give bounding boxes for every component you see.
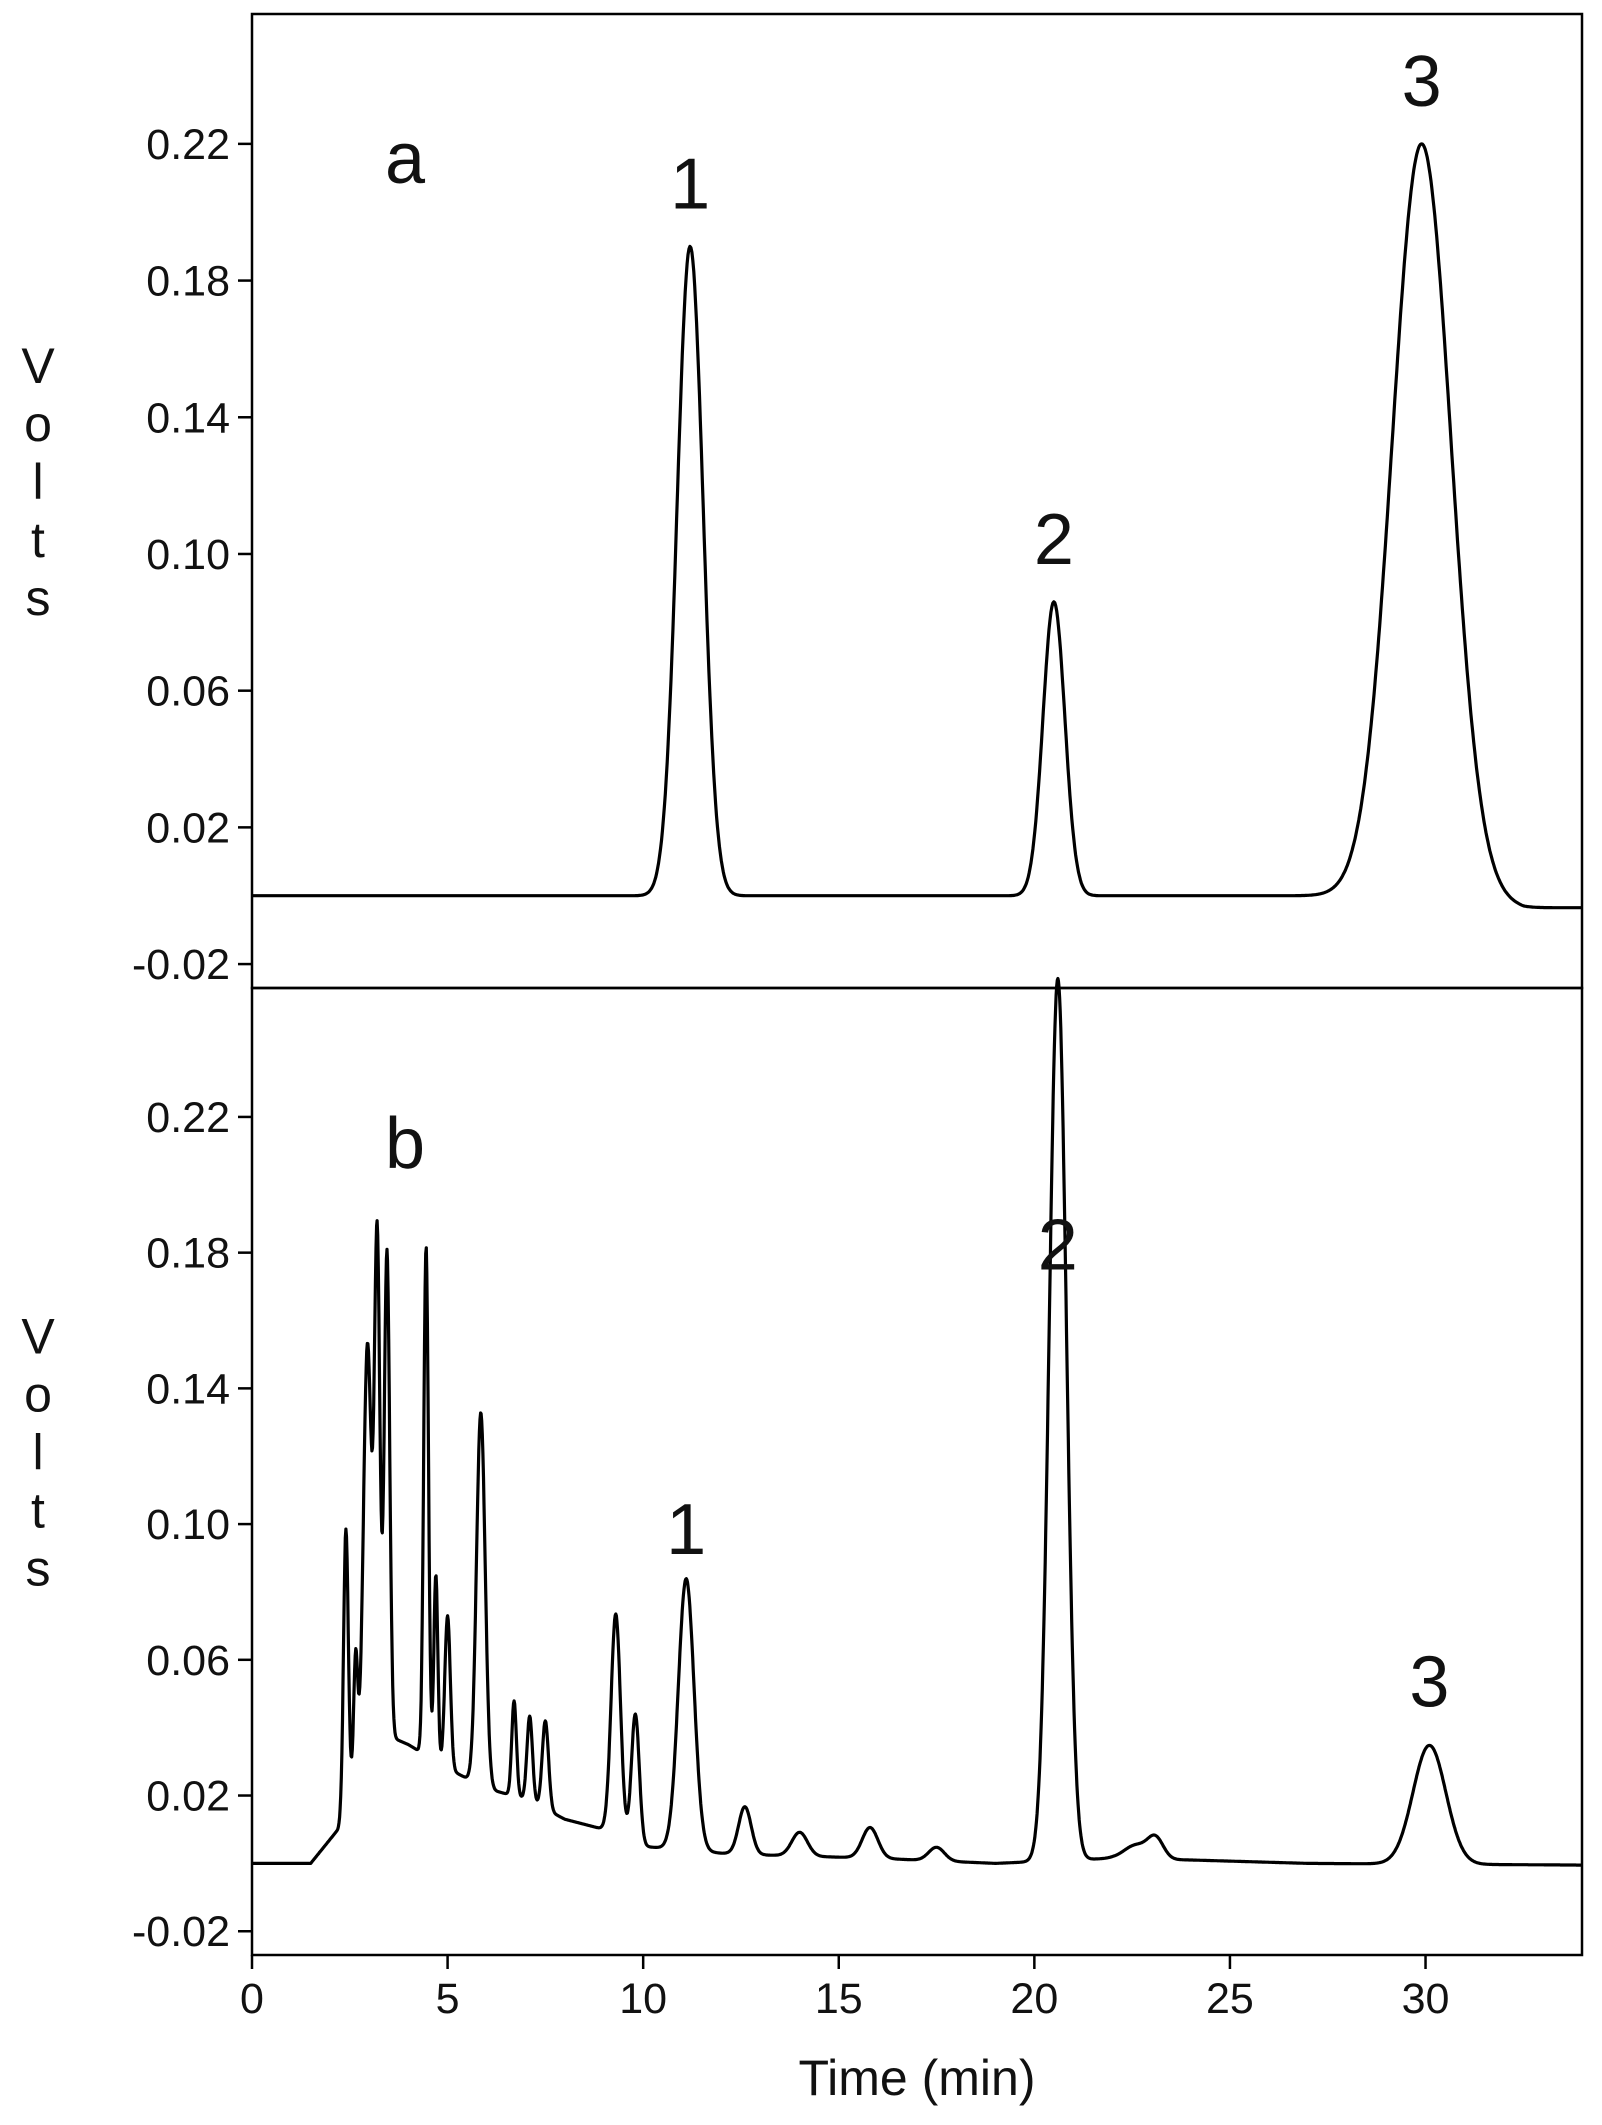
peak-label-3: 3 [1409, 1643, 1449, 1723]
y-tick-label: 0.18 [146, 1230, 230, 1278]
panel-a-trace [251, 142, 1583, 910]
y-axis-title-letter: t [31, 1483, 45, 1539]
y-tick-label: 0.14 [146, 394, 230, 442]
x-tick-label: 25 [1206, 1975, 1254, 2023]
peak-label-3: 3 [1402, 42, 1442, 122]
peak-label-2: 2 [1034, 500, 1074, 580]
panel-b: 0.22 0.18 0.14 0.10 0.06 0.02 -0.02 0 5 10 15 20 25… [21, 976, 1584, 2106]
y-tick-label: -0.02 [132, 1908, 230, 1956]
panel-b-letter: b [385, 1104, 425, 1184]
y-tick-label: 0.06 [146, 668, 230, 716]
panel-a: 0.22 0.18 0.14 0.10 0.06 0.02 -0.02 1 2 3 a Volt… [21, 12, 1584, 990]
y-tick-label: 0.14 [146, 1365, 230, 1413]
panel-b-trace [252, 976, 1583, 1867]
y-tick-label: 0.10 [146, 1501, 230, 1549]
y-axis-title-letter: l [32, 454, 43, 510]
y-axis-title-letter: V [21, 338, 55, 394]
x-tick-label: 0 [240, 1975, 264, 2023]
y-tick-label: 0.18 [146, 258, 230, 306]
y-axis-title-letter: o [24, 396, 52, 452]
y-tick-label: -0.02 [132, 941, 230, 989]
x-tick-label: 15 [815, 1975, 863, 2023]
x-tick-label: 30 [1402, 1975, 1450, 2023]
y-axis-title-letter: s [26, 570, 51, 626]
peak-label-2: 2 [1038, 1206, 1078, 1286]
y-tick-label: 0.10 [146, 531, 230, 579]
panel-a-frame [250, 12, 1584, 990]
y-tick-label: 0.22 [146, 121, 230, 169]
y-tick-label: 0.22 [146, 1094, 230, 1142]
x-tick-label: 20 [1010, 1975, 1058, 2023]
x-tick-label: 10 [619, 1975, 667, 2023]
panel-a-letter: a [385, 119, 426, 199]
peak-label-1: 1 [670, 144, 710, 224]
y-tick-label: 0.02 [146, 804, 230, 852]
y-axis-title-letter: o [24, 1367, 52, 1423]
y-axis-title-letter: t [31, 512, 45, 568]
y-tick-label: 0.06 [146, 1637, 230, 1685]
y-tick-label: 0.02 [146, 1773, 230, 1821]
y-axis-title-letter: V [21, 1309, 55, 1365]
peak-label-1: 1 [666, 1490, 706, 1570]
x-tick-label: 5 [436, 1975, 460, 2023]
x-axis-title: Time (min) [798, 2050, 1035, 2106]
panel-b-frame [250, 986, 1584, 1957]
y-axis-title-letter: s [26, 1541, 51, 1597]
y-axis-title-letter: l [32, 1425, 43, 1481]
